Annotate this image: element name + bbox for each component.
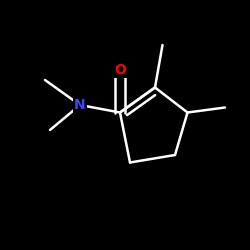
- Text: O: O: [114, 63, 126, 77]
- Text: N: N: [74, 98, 86, 112]
